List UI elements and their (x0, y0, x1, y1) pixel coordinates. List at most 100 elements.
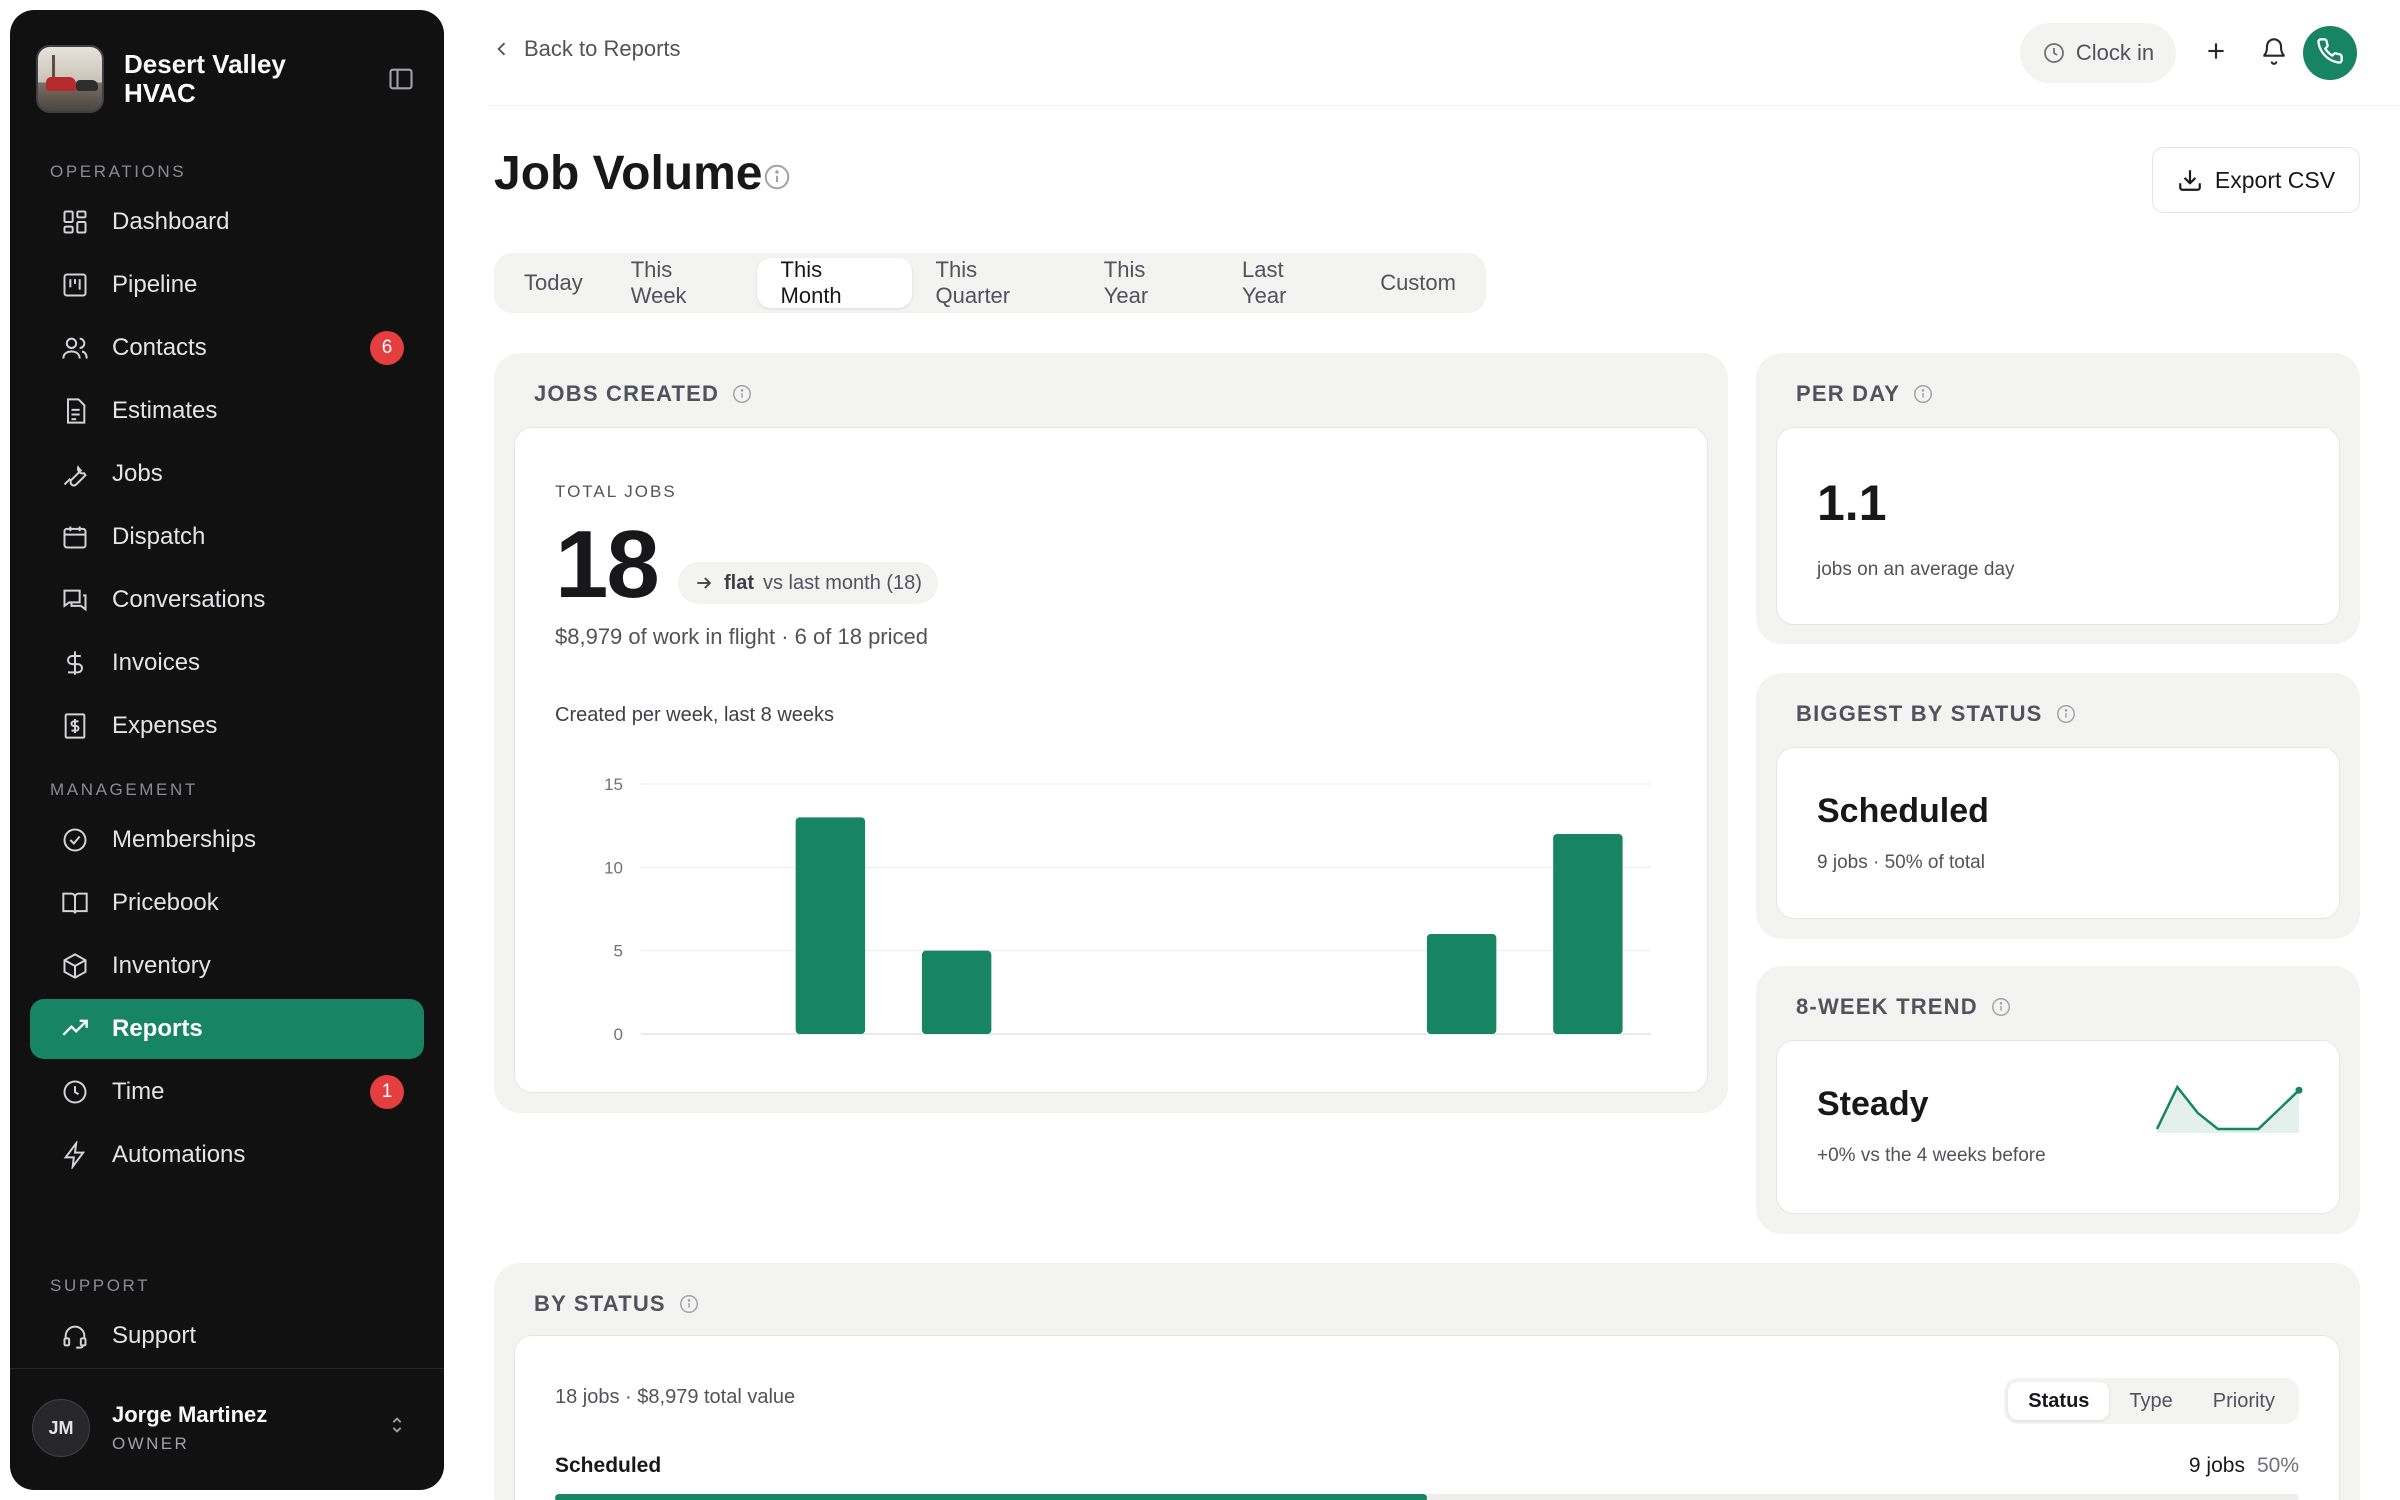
export-csv-button[interactable]: Export CSV (2152, 147, 2360, 213)
chevron-up-down-icon (386, 1414, 408, 1441)
tab-last-year[interactable]: Last Year (1241, 257, 1287, 308)
sidebar-item-conversations[interactable]: Conversations (30, 570, 424, 630)
sidebar-item-reports[interactable]: Reports (30, 999, 424, 1059)
delta-compare: vs last month (18) (763, 571, 922, 594)
divider (10, 1368, 444, 1369)
status-summary: 18 jobs · $8,979 total value (555, 1386, 796, 1408)
panel-title-text: BIGGEST BY STATUS (1796, 701, 2043, 726)
segment-status[interactable]: Status (2008, 1382, 2110, 1420)
tab-this-week[interactable]: This Week (630, 257, 687, 308)
sidebar-item-label: Dispatch (112, 523, 206, 550)
delta-chip: flat vs last month (18) (678, 562, 938, 604)
book-icon (60, 888, 90, 918)
trend-value: Steady (1817, 1085, 1929, 1123)
sidebar-item-contacts[interactable]: Contacts 6 (30, 318, 424, 378)
dollar-icon (60, 648, 90, 678)
info-icon[interactable] (678, 1293, 700, 1315)
y-tick-label: 10 (604, 858, 623, 877)
sidebar-item-label: Conversations (112, 586, 266, 613)
sidebar-item-label: Reports (112, 1015, 203, 1042)
sidebar-toggle-icon[interactable] (384, 62, 418, 96)
notifications-button[interactable] (2244, 23, 2304, 83)
sidebar-item-pipeline[interactable]: Pipeline (30, 255, 424, 315)
tab-this-quarter[interactable]: This Quarter (935, 257, 1011, 308)
clock-in-button[interactable]: Clock in (2020, 23, 2176, 83)
sidebar-item-estimates[interactable]: Estimates (30, 381, 424, 441)
sidebar-item-jobs[interactable]: Jobs (30, 444, 424, 504)
tab-this-year[interactable]: This Year (1103, 257, 1149, 308)
brand[interactable]: Desert Valley HVAC (36, 34, 418, 124)
bar[interactable] (921, 950, 992, 1034)
sidebar-item-expenses[interactable]: Expenses (30, 696, 424, 756)
info-icon[interactable] (2055, 703, 2077, 725)
trend-card: Steady +0% vs the 4 weeks before (1776, 1040, 2340, 1214)
sidebar-item-dashboard[interactable]: Dashboard (30, 192, 424, 252)
sidebar-item-label: Estimates (112, 397, 218, 424)
sidebar-item-time[interactable]: Time 1 (30, 1062, 424, 1122)
panel-title-text: PER DAY (1796, 381, 1901, 406)
back-to-reports-link[interactable]: Back to Reports (492, 36, 681, 62)
sidebar-item-label: Support (112, 1322, 197, 1349)
user-menu[interactable]: JM Jorge Martinez OWNER (32, 1378, 422, 1478)
tab-this-month[interactable]: This Month (756, 257, 912, 308)
sidebar-item-label: Dashboard (112, 208, 230, 235)
status-row-jobs: 9 jobs (2188, 1454, 2245, 1477)
trend-sparkline (2155, 1084, 2303, 1133)
info-icon[interactable] (762, 162, 792, 197)
sidebar-item-pricebook[interactable]: Pricebook (30, 873, 424, 933)
delta-word: flat (724, 571, 754, 594)
sidebar-item-invoices[interactable]: Invoices (30, 633, 424, 693)
sidebar-item-label: Expenses (112, 712, 218, 739)
receipt-icon (60, 711, 90, 741)
chevron-left-icon (492, 39, 512, 59)
panel-title-text: JOBS CREATED (534, 381, 720, 406)
by-status-card: 18 jobs · $8,979 total value Status Type… (514, 1335, 2340, 1500)
bar[interactable] (1426, 934, 1497, 1034)
sidebar-item-dispatch[interactable]: Dispatch (30, 507, 424, 567)
biggest-status-value: Scheduled (1817, 792, 1989, 830)
status-bar-track (555, 1494, 2299, 1500)
sidebar-item-inventory[interactable]: Inventory (30, 936, 424, 996)
status-bar-fill (555, 1494, 1427, 1500)
kpi-label: TOTAL JOBS (555, 482, 677, 501)
brand-name: Desert Valley HVAC (124, 49, 286, 108)
bar[interactable] (1553, 834, 1623, 1034)
user-name: Jorge Martinez (112, 1402, 268, 1427)
total-jobs-value: 18 (555, 511, 660, 618)
info-icon[interactable] (1990, 996, 2012, 1018)
panel-title: BIGGEST BY STATUS (1796, 701, 2077, 727)
section-label-operations: OPERATIONS (50, 162, 187, 181)
status-row-count: 9 jobs 50% (2189, 1454, 2299, 1478)
bar[interactable] (795, 817, 866, 1034)
sidebar-item-label: Memberships (112, 826, 257, 853)
panel-title: JOBS CREATED (534, 381, 753, 407)
segment-priority[interactable]: Priority (2212, 1389, 2275, 1412)
add-button[interactable] (2186, 23, 2246, 83)
info-icon[interactable] (1912, 383, 1934, 405)
sidebar-item-memberships[interactable]: Memberships (30, 810, 424, 870)
panel-title: PER DAY (1796, 381, 1934, 407)
tab-custom[interactable]: Custom (1380, 270, 1456, 295)
sidebar-item-label: Invoices (112, 649, 201, 676)
segment-type[interactable]: Type (2129, 1389, 2173, 1412)
phone-button[interactable] (2303, 26, 2357, 80)
sidebar-item-label: Pipeline (112, 271, 198, 298)
notification-badge: 6 (370, 331, 404, 365)
brand-logo (36, 45, 104, 113)
jobs-created-panel: JOBS CREATED TOTAL JOBS 18 flat vs last … (494, 353, 1728, 1113)
document-icon (60, 396, 90, 426)
status-row-label: Scheduled (555, 1454, 662, 1477)
panel-title-text: BY STATUS (534, 1291, 666, 1316)
sidebar-item-label: Inventory (112, 952, 211, 979)
panel-title-text: 8-WEEK TREND (1796, 994, 1978, 1019)
sidebar-item-automations[interactable]: Automations (30, 1125, 424, 1185)
clock-icon (2042, 41, 2066, 65)
sidebar-item-support[interactable]: Support (30, 1306, 424, 1366)
avatar: JM (32, 1399, 90, 1457)
info-icon[interactable] (731, 383, 753, 405)
tab-today[interactable]: Today (524, 270, 583, 295)
clock-in-label: Clock in (2075, 40, 2155, 65)
calendar-icon (60, 522, 90, 552)
sparkline-area (2157, 1087, 2299, 1133)
by-status-panel: BY STATUS 18 jobs · $8,979 total value S… (494, 1263, 2360, 1500)
